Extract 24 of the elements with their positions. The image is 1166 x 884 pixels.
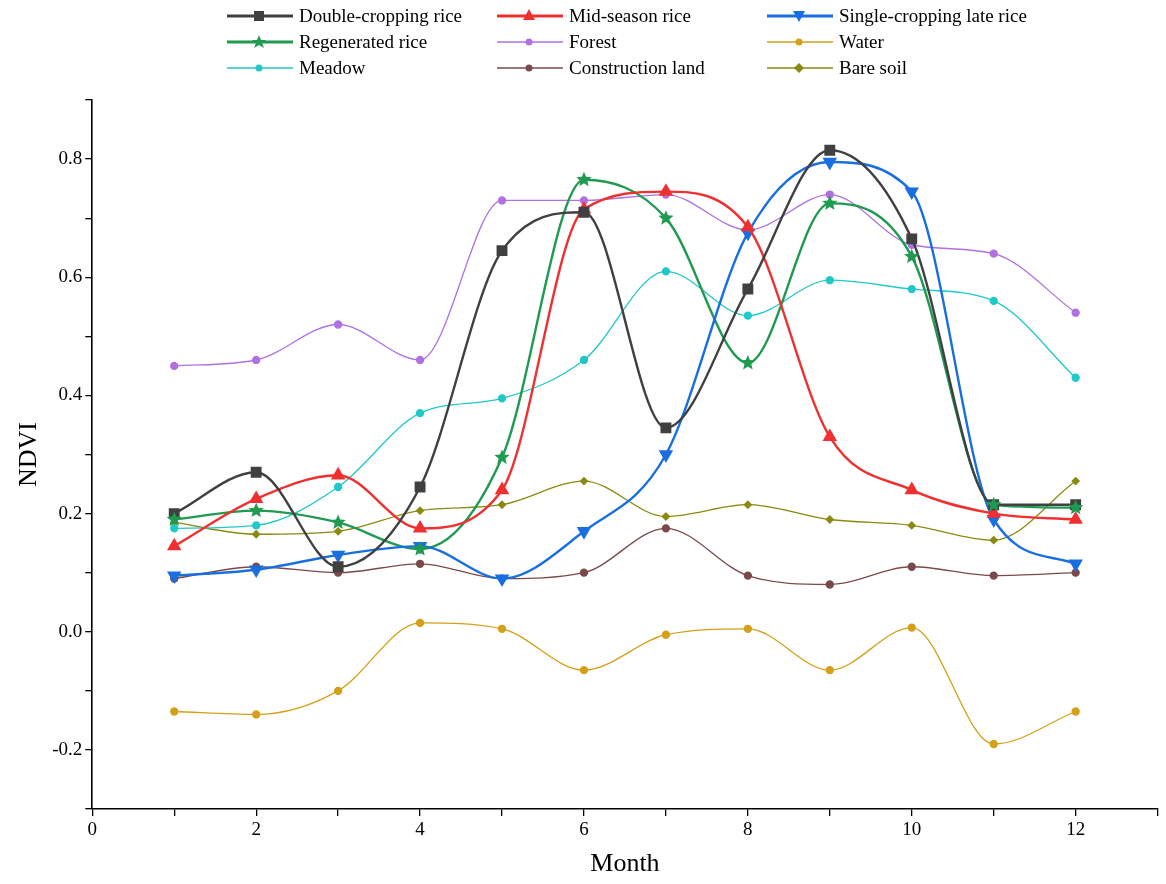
x-tick-label: 6 [579, 818, 589, 840]
legend-label: Bare soil [839, 57, 908, 79]
legend-label: Construction land [569, 57, 705, 79]
y-tick-label: -0.2 [52, 737, 83, 759]
y-tick-label: 0.2 [58, 501, 83, 523]
x-axis-title: Month [590, 848, 660, 878]
x-tick-label: 0 [87, 818, 98, 840]
y-tick-label: 0.0 [58, 619, 83, 641]
y-tick-label: 0.4 [58, 383, 83, 405]
x-tick-label: 12 [1066, 818, 1086, 840]
legend-label: Meadow [299, 57, 366, 79]
legend-label: Water [839, 31, 884, 53]
legend-label: Forest [569, 31, 617, 53]
x-tick-label: 2 [251, 818, 261, 840]
x-tick-label: 8 [743, 818, 753, 840]
y-tick-label: 0.8 [58, 147, 83, 169]
legend-label: Single-cropping late rice [839, 5, 1027, 27]
legend-label: Double-cropping rice [299, 5, 463, 27]
legend-label: Regenerated rice [299, 31, 428, 53]
x-tick-label: 4 [415, 818, 426, 840]
x-tick-label: 10 [902, 818, 922, 840]
y-tick-label: 0.6 [58, 265, 83, 287]
y-axis-title: NDVI [13, 422, 43, 487]
legend-label: Mid-season rice [569, 5, 691, 27]
